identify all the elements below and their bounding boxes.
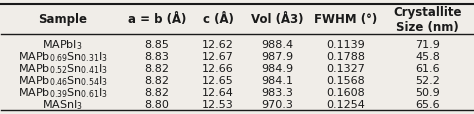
Text: 0.1139: 0.1139 [326,40,365,50]
Text: MAPb$_{0.52}$Sn$_{0.41}$I$_3$: MAPb$_{0.52}$Sn$_{0.41}$I$_3$ [18,62,108,75]
Text: 12.62: 12.62 [202,40,234,50]
Text: 8.83: 8.83 [145,52,169,62]
Text: MAPb$_{0.46}$Sn$_{0.54}$I$_3$: MAPb$_{0.46}$Sn$_{0.54}$I$_3$ [18,74,108,87]
Text: 983.3: 983.3 [261,87,293,97]
Text: 12.65: 12.65 [202,75,234,85]
Text: 970.3: 970.3 [261,99,293,109]
Text: 52.2: 52.2 [415,75,440,85]
Text: Sample: Sample [38,13,87,26]
Text: 12.67: 12.67 [202,52,234,62]
Text: 987.9: 987.9 [261,52,293,62]
Text: MAPbI$_3$: MAPbI$_3$ [42,38,83,52]
Text: 61.6: 61.6 [416,64,440,74]
Text: 8.82: 8.82 [145,75,169,85]
Text: c (Å): c (Å) [203,13,234,26]
Text: MAPb$_{0.69}$Sn$_{0.31}$I$_3$: MAPb$_{0.69}$Sn$_{0.31}$I$_3$ [18,50,108,64]
Text: 0.1788: 0.1788 [326,52,365,62]
Text: 0.1568: 0.1568 [326,75,365,85]
Text: 984.9: 984.9 [261,64,293,74]
Text: FWHM (°): FWHM (°) [314,13,377,26]
Text: 984.1: 984.1 [261,75,293,85]
Text: 12.64: 12.64 [202,87,234,97]
Text: 0.1254: 0.1254 [326,99,365,109]
Text: 8.82: 8.82 [145,64,169,74]
Text: 8.85: 8.85 [145,40,169,50]
Text: Crystallite
Size (nm): Crystallite Size (nm) [393,6,462,34]
Text: 0.1327: 0.1327 [326,64,365,74]
Text: Vol (Å3): Vol (Å3) [251,13,303,26]
Text: 0.1608: 0.1608 [326,87,365,97]
Text: 8.80: 8.80 [145,99,169,109]
Text: MAPb$_{0.39}$Sn$_{0.61}$I$_3$: MAPb$_{0.39}$Sn$_{0.61}$I$_3$ [18,85,108,99]
Text: 71.9: 71.9 [415,40,440,50]
Text: 12.53: 12.53 [202,99,234,109]
Text: 65.6: 65.6 [416,99,440,109]
Text: a = b (Å): a = b (Å) [128,13,186,26]
Text: 988.4: 988.4 [261,40,293,50]
Text: 45.8: 45.8 [415,52,440,62]
Text: MASnI$_3$: MASnI$_3$ [42,97,83,111]
Text: 12.66: 12.66 [202,64,234,74]
Text: 8.82: 8.82 [145,87,169,97]
Text: 50.9: 50.9 [416,87,440,97]
